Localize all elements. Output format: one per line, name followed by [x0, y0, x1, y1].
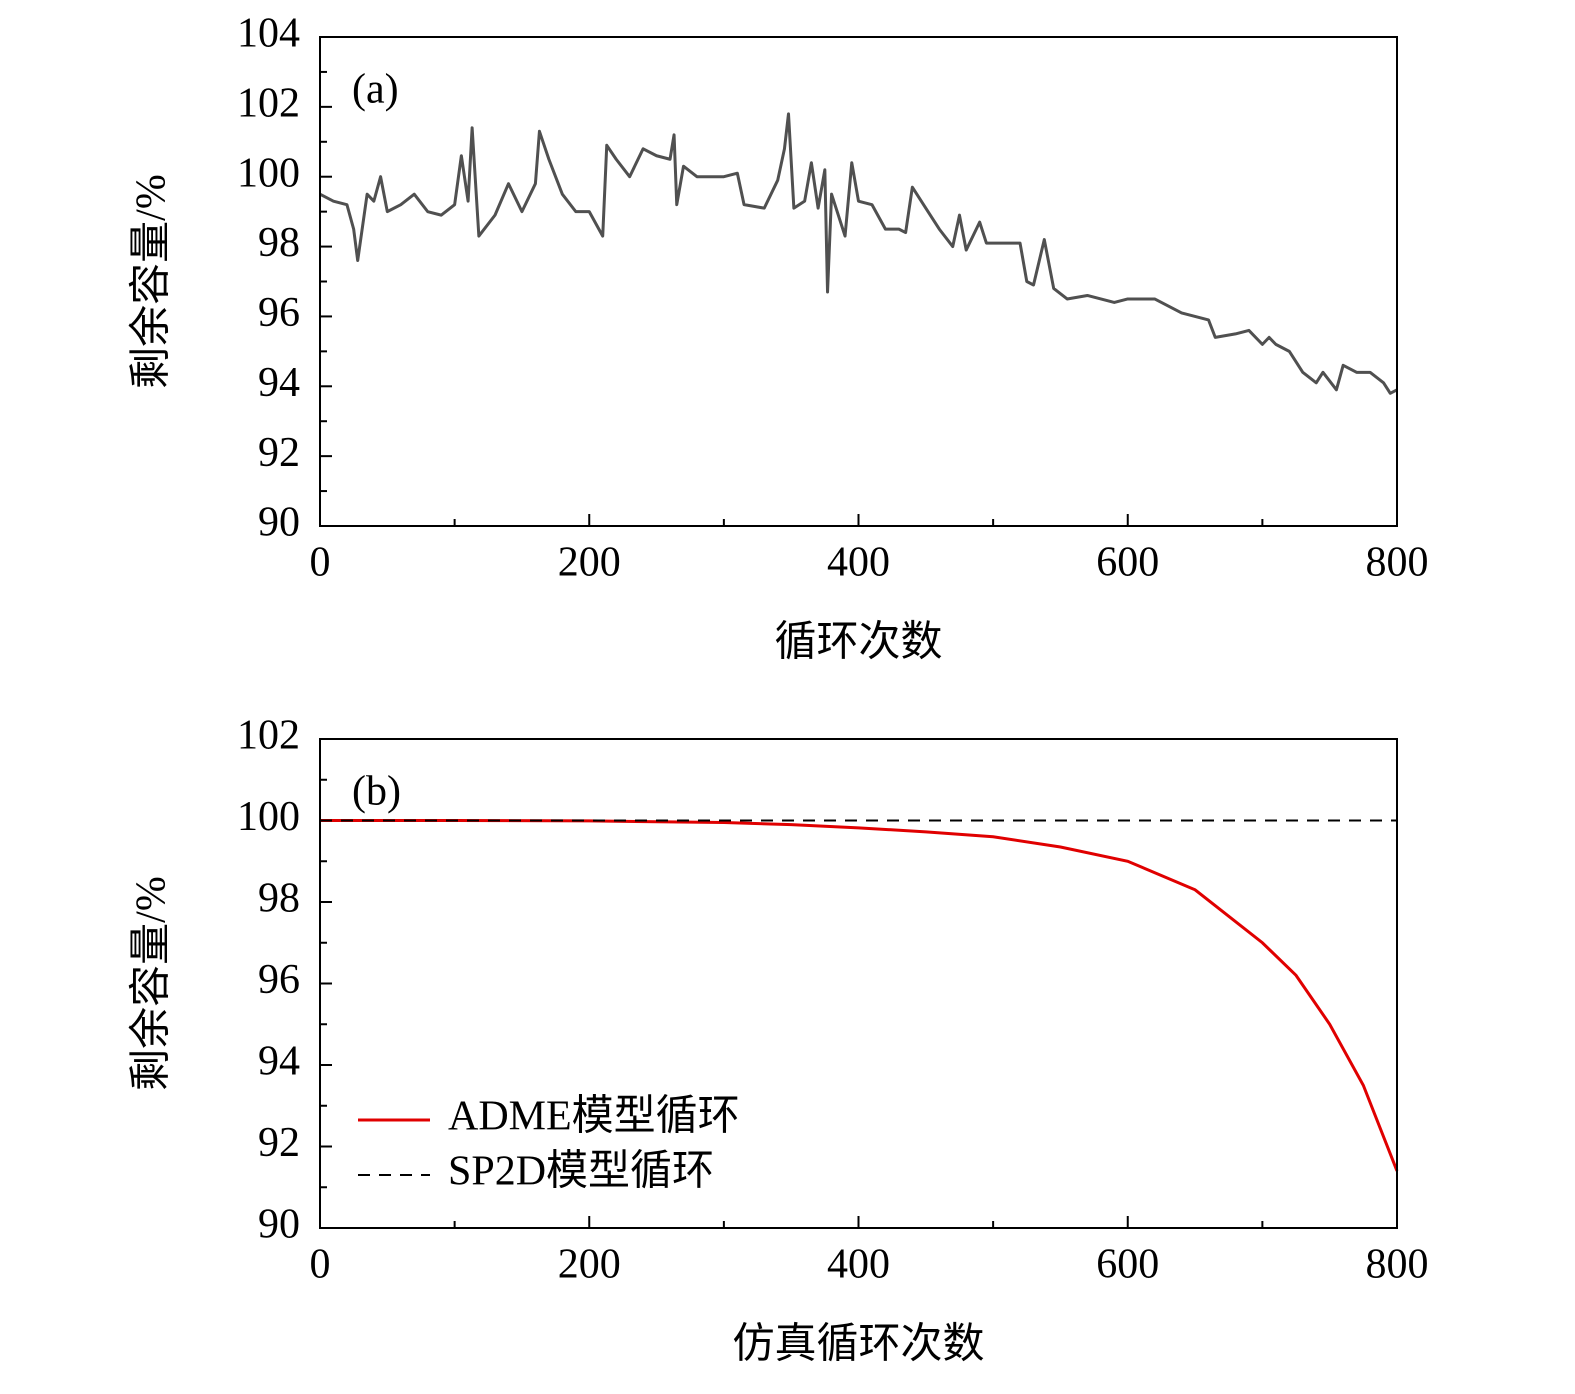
x-axis-label: 循环次数 — [774, 620, 942, 666]
y-tick-label: 90 — [258, 1202, 300, 1248]
x-axis-label: 仿真循环次数 — [732, 1322, 984, 1368]
legend-label: ADME模型循环 — [448, 1094, 740, 1140]
panel-annotation: (b) — [352, 769, 401, 815]
y-tick-label: 102 — [237, 80, 300, 126]
legend-label: SP2D模型循环 — [448, 1149, 714, 1195]
y-tick-label: 96 — [258, 957, 300, 1003]
y-tick-label: 94 — [258, 1039, 300, 1085]
plot-frame — [319, 36, 1398, 527]
x-tick-label: 800 — [1366, 1242, 1429, 1288]
x-tick-label: 0 — [310, 1242, 331, 1288]
y-tick-label: 92 — [258, 430, 300, 476]
y-tick-label: 100 — [237, 150, 300, 196]
y-tick-label: 90 — [258, 500, 300, 546]
x-tick-label: 400 — [827, 1242, 890, 1288]
y-tick-label: 100 — [237, 794, 300, 840]
data-line — [320, 819, 1399, 1172]
y-tick-label: 94 — [258, 360, 300, 406]
y-tick-label: 92 — [258, 1120, 300, 1166]
x-tick-label: 200 — [558, 540, 621, 586]
y-tick-label: 102 — [237, 713, 300, 759]
y-tick-label: 96 — [258, 290, 300, 336]
panel-annotation: (a) — [352, 67, 399, 113]
y-tick-label: 98 — [258, 220, 300, 266]
y-axis-label: 剩余容量/% — [128, 876, 175, 1091]
x-tick-label: 0 — [310, 540, 331, 586]
y-tick-label: 104 — [237, 11, 300, 57]
x-tick-label: 200 — [558, 1242, 621, 1288]
y-axis-label: 剩余容量/% — [128, 174, 175, 389]
x-tick-label: 600 — [1096, 540, 1159, 586]
data-line — [319, 112, 1398, 395]
x-tick-label: 600 — [1096, 1242, 1159, 1288]
x-tick-label: 400 — [827, 540, 890, 586]
y-tick-label: 98 — [258, 876, 300, 922]
x-tick-label: 800 — [1366, 540, 1429, 586]
